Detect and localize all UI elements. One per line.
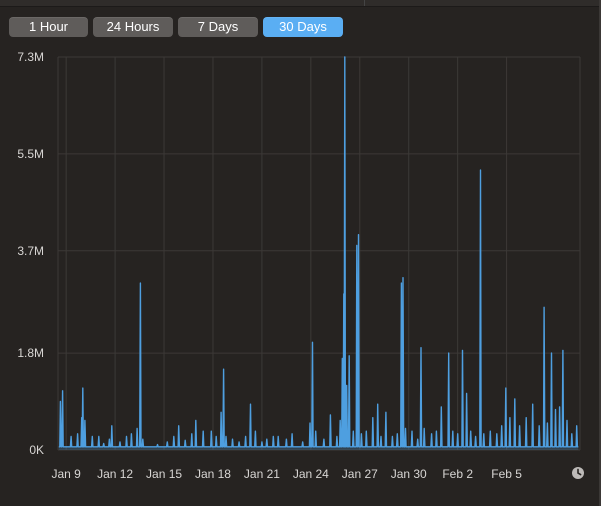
x-tick-label: Jan 9 (51, 467, 81, 481)
series-area (58, 57, 579, 450)
series-line (58, 56, 579, 448)
x-axis: Jan 9 Jan 12 Jan 15 Jan 18 Jan 21 Jan 24 Jan 2… (51, 467, 522, 481)
clock-icon[interactable] (572, 467, 584, 479)
y-tick-label: 1.8M (17, 346, 44, 360)
window-border (599, 0, 601, 506)
tab-24-hours[interactable]: 24 Hours (93, 17, 173, 37)
title-bar-strip (0, 0, 601, 7)
x-tick-label: Jan 27 (342, 467, 378, 481)
time-range-selector: 1 Hour 24 Hours 7 Days 30 Days (9, 17, 348, 37)
x-tick-label: Jan 12 (97, 467, 133, 481)
x-tick-label: Feb 5 (491, 467, 522, 481)
x-tick-label: Feb 2 (442, 467, 473, 481)
tab-1-hour[interactable]: 1 Hour (9, 17, 88, 37)
chart-grid (57, 56, 581, 451)
y-tick-label: 5.5M (17, 147, 44, 161)
x-tick-label: Jan 30 (391, 467, 427, 481)
x-tick-label: Jan 18 (195, 467, 231, 481)
x-tick-label: Jan 15 (146, 467, 182, 481)
x-tick-label: Jan 24 (293, 467, 329, 481)
tab-30-days[interactable]: 30 Days (263, 17, 343, 37)
x-tick-label: Jan 21 (244, 467, 280, 481)
y-tick-label: 0K (29, 443, 44, 457)
y-tick-label: 7.3M (17, 50, 44, 64)
y-axis: 7.3M 5.5M 3.7M 1.8M 0K (17, 50, 44, 457)
y-tick-label: 3.7M (17, 244, 44, 258)
tab-7-days[interactable]: 7 Days (178, 17, 258, 37)
